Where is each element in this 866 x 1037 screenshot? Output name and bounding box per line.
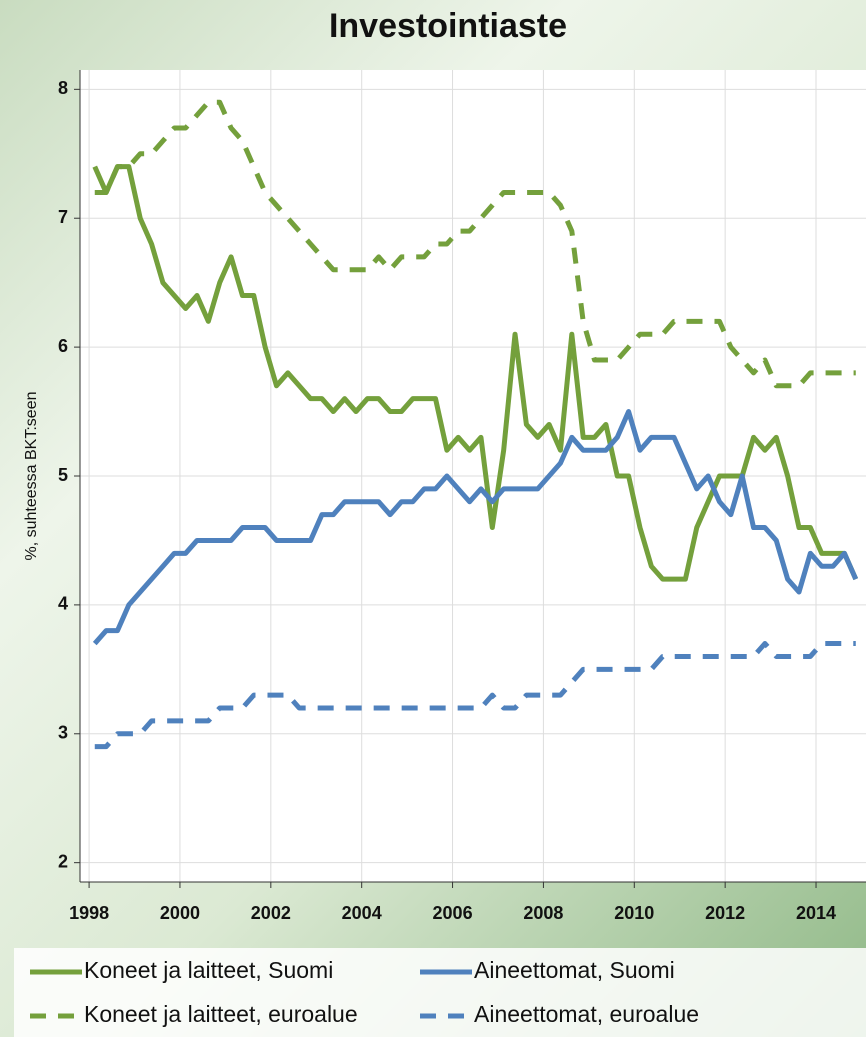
- x-tick-label: 2006: [433, 903, 473, 923]
- y-tick-label: 7: [58, 207, 68, 227]
- x-tick-label: 2010: [614, 903, 654, 923]
- y-tick-label: 3: [58, 723, 68, 743]
- legend-label: Koneet ja laitteet, Suomi: [84, 957, 333, 983]
- x-tick-label: 2014: [796, 903, 836, 923]
- series-line: [94, 99, 856, 389]
- series-line: [92, 409, 859, 646]
- chart-title: Investointiaste: [329, 7, 567, 45]
- x-tick-label: 1998: [69, 903, 109, 923]
- y-tick-label: 4: [58, 594, 68, 614]
- x-tick-label: 2008: [523, 903, 563, 923]
- x-tick-label: 2000: [160, 903, 200, 923]
- y-tick-label: 8: [58, 78, 68, 98]
- legend-label: Aineettomat, Suomi: [474, 957, 675, 983]
- series-line: [94, 641, 856, 750]
- series-line: [92, 164, 859, 582]
- y-tick-label: 2: [58, 851, 68, 871]
- y-tick-label: 5: [58, 465, 68, 485]
- y-tick-label: 6: [58, 336, 68, 356]
- legend-label: Koneet ja laitteet, euroalue: [84, 1001, 358, 1027]
- x-tick-label: 2012: [705, 903, 745, 923]
- x-tick-label: 2004: [342, 903, 382, 923]
- legend: [14, 948, 866, 1037]
- y-axis-label: %, suhteessa BKT:seen: [23, 392, 40, 561]
- x-tick-label: 2002: [251, 903, 291, 923]
- legend-label: Aineettomat, euroalue: [474, 1001, 699, 1027]
